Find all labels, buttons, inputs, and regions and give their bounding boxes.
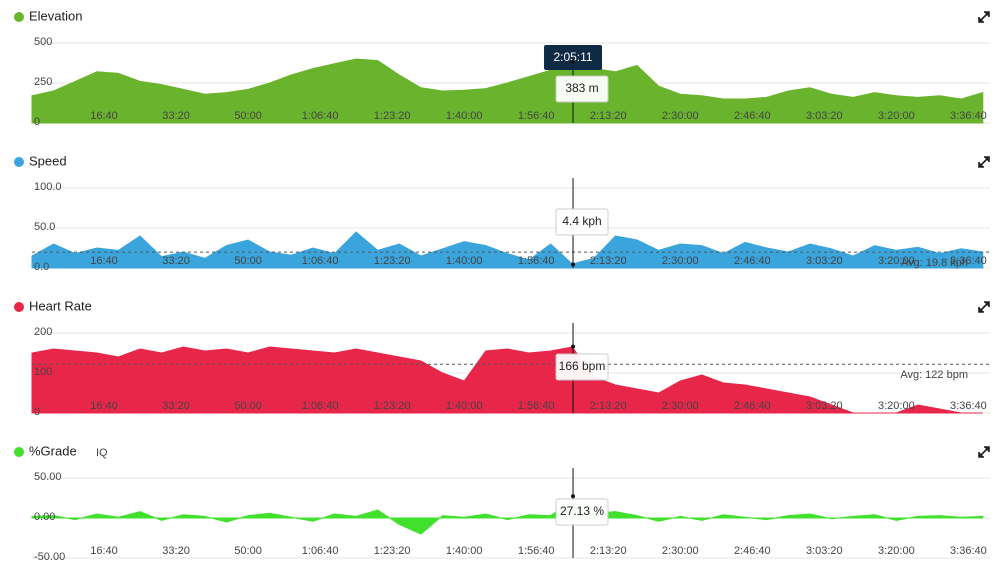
x-tick-label: 2:46:40 [734, 545, 771, 557]
tooltip-value: 166 bpm [559, 359, 606, 373]
area [31, 58, 984, 124]
x-tick-label: 2:46:40 [734, 400, 771, 412]
x-tick-label: 2:30:00 [662, 110, 699, 122]
expand-icon[interactable] [978, 11, 990, 23]
expand-icons [978, 11, 990, 458]
x-tick-label: 33:20 [162, 110, 190, 122]
y-tick-label: 50.0 [34, 221, 55, 233]
x-tick-label: 3:36:40 [950, 255, 987, 267]
y-tick-label: 0 [34, 116, 40, 128]
x-tick-label: 2:30:00 [662, 400, 699, 412]
x-tick-label: 1:40:00 [446, 255, 483, 267]
x-tick-label: 3:03:20 [806, 255, 843, 267]
tooltip-point [571, 494, 576, 499]
badge: IQ [96, 447, 108, 459]
tooltip-value: 383 m [565, 81, 598, 95]
legend-dot [14, 302, 24, 312]
x-tick-label: 50:00 [234, 545, 262, 557]
x-tick-label: 16:40 [90, 255, 118, 267]
x-tick-label: 1:06:40 [302, 255, 339, 267]
x-tick-label: 2:46:40 [734, 255, 771, 267]
cursor-time-box [544, 45, 603, 70]
y-tick-label: 0 [34, 406, 40, 418]
x-tick-label: 1:56:40 [518, 545, 555, 557]
x-tick-label: 3:20:00 [878, 400, 915, 412]
tooltip-point [571, 344, 576, 349]
x-tick-label: 1:40:00 [446, 110, 483, 122]
x-tick-label: 3:36:40 [950, 545, 987, 557]
x-tick-label: 2:13:20 [590, 110, 627, 122]
x-tick-label: 1:06:40 [302, 545, 339, 557]
x-tick-label: 2:30:00 [662, 255, 699, 267]
x-tick-label: 50:00 [234, 400, 262, 412]
x-tick-label: 2:13:20 [590, 545, 627, 557]
x-tick-label: 33:20 [162, 255, 190, 267]
tooltip-point [571, 262, 576, 267]
x-tick-label: 1:40:00 [446, 545, 483, 557]
x-tick-label: 2:46:40 [734, 110, 771, 122]
x-tick-label: 1:56:40 [518, 110, 555, 122]
y-tick-label: 200 [34, 326, 52, 338]
legend-dot [14, 12, 24, 22]
x-tick-label: 1:06:40 [302, 400, 339, 412]
x-tick-label: 33:20 [162, 545, 190, 557]
x-tick-label: 2:13:20 [590, 400, 627, 412]
x-tick-label: 2:30:00 [662, 545, 699, 557]
x-tick-label: 3:36:40 [950, 110, 987, 122]
x-tick-label: 2:13:20 [590, 255, 627, 267]
area [31, 346, 983, 414]
x-tick-label: 16:40 [90, 110, 118, 122]
x-tick-label: 1:23:20 [374, 110, 411, 122]
x-tick-label: 1:56:40 [518, 255, 555, 267]
area [31, 501, 984, 535]
x-tick-label: 3:36:40 [950, 400, 987, 412]
tooltip-point [571, 59, 576, 64]
expand-icon[interactable] [978, 156, 990, 168]
y-tick-label: 100 [34, 366, 52, 378]
y-tick-label: 50.00 [34, 471, 62, 483]
tooltip-box [555, 75, 609, 103]
expand-icon[interactable] [978, 446, 990, 458]
x-tick-label: 3:03:20 [806, 545, 843, 557]
x-tick-label: 1:23:20 [374, 545, 411, 557]
chart-title: Speed [29, 153, 67, 168]
y-tick-label: 0.0 [34, 261, 49, 273]
x-tick-label: 3:20:00 [878, 545, 915, 557]
x-tick-label: 1:40:00 [446, 400, 483, 412]
chart-title: Heart Rate [29, 298, 92, 313]
x-tick-label: 50:00 [234, 110, 262, 122]
y-tick-label: 0.00 [34, 511, 55, 523]
x-tick-label: 33:20 [162, 400, 190, 412]
average-label: Avg: 122 bpm [900, 369, 968, 381]
x-tick-label: 1:23:20 [374, 255, 411, 267]
y-tick-label: -50.00 [34, 551, 65, 563]
average-label: Avg: 19.8 kph [901, 257, 968, 269]
tooltip-value: 27.13 % [560, 504, 604, 518]
y-tick-label: 100.0 [34, 181, 62, 193]
legend-dot [14, 157, 24, 167]
tooltip-box [555, 208, 609, 236]
x-tick-label: 3:20:00 [878, 110, 915, 122]
tooltip-value: 4.4 kph [562, 214, 601, 228]
chart-title: %Grade [29, 443, 77, 458]
x-tick-label: 16:40 [90, 545, 118, 557]
chart-title: Elevation [29, 8, 82, 23]
x-tick-label: 1:06:40 [302, 110, 339, 122]
tooltip-box [555, 353, 609, 381]
y-tick-label: 500 [34, 36, 52, 48]
x-tick-label: 3:20:00 [878, 255, 915, 267]
legend-dot [14, 447, 24, 457]
area [31, 231, 984, 269]
tooltip-box [555, 498, 609, 526]
x-tick-label: 1:23:20 [374, 400, 411, 412]
cursor-time: 2:05:11 [553, 50, 592, 64]
y-tick-label: 250 [34, 76, 52, 88]
x-tick-label: 16:40 [90, 400, 118, 412]
x-tick-label: 1:56:40 [518, 400, 555, 412]
expand-icon[interactable] [978, 301, 990, 313]
x-tick-label: 50:00 [234, 255, 262, 267]
x-tick-label: 3:03:20 [806, 400, 843, 412]
x-tick-label: 3:03:20 [806, 110, 843, 122]
